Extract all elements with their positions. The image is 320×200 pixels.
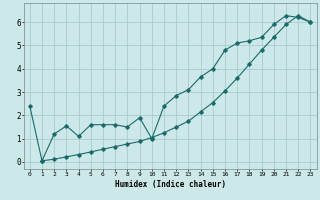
X-axis label: Humidex (Indice chaleur): Humidex (Indice chaleur) (115, 180, 226, 189)
